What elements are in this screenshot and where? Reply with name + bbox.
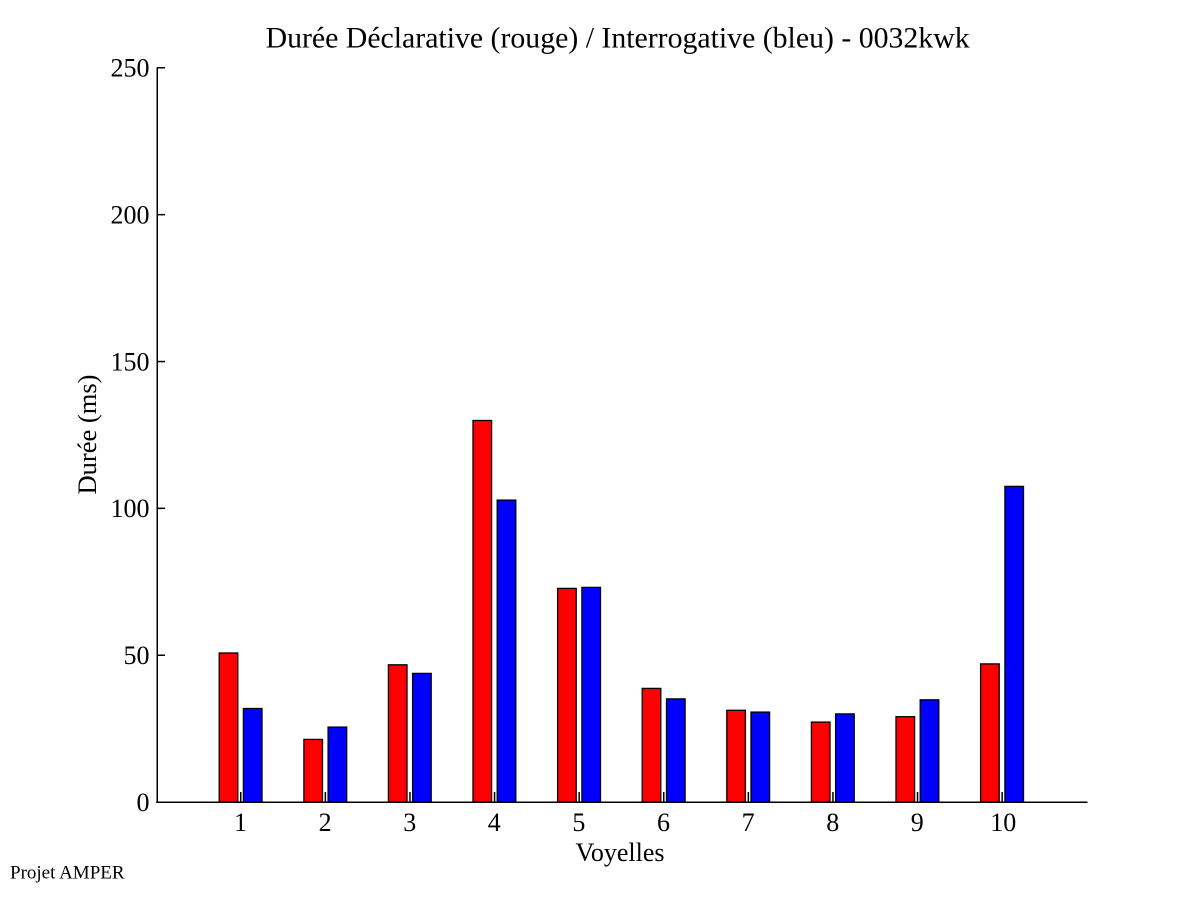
svg-text:3: 3 [403,808,416,837]
svg-text:2: 2 [319,808,332,837]
svg-text:4: 4 [488,808,501,837]
svg-text:7: 7 [742,808,755,837]
svg-text:8: 8 [826,808,839,837]
svg-text:10: 10 [990,808,1016,837]
svg-text:Durée (ms): Durée (ms) [72,375,102,495]
svg-text:Voyelles: Voyelles [575,838,664,867]
svg-text:250: 250 [111,54,150,83]
svg-text:100: 100 [111,494,150,523]
svg-text:5: 5 [572,808,585,837]
svg-text:9: 9 [911,808,924,837]
svg-text:200: 200 [111,200,150,229]
svg-text:0: 0 [137,788,150,817]
svg-text:1: 1 [234,808,247,837]
svg-text:150: 150 [111,347,150,376]
svg-text:Projet AMPER: Projet AMPER [10,862,125,883]
svg-text:50: 50 [124,641,150,670]
svg-text:Durée Déclarative (rouge) / In: Durée Déclarative (rouge) / Interrogativ… [266,21,970,54]
svg-text:6: 6 [657,808,670,837]
